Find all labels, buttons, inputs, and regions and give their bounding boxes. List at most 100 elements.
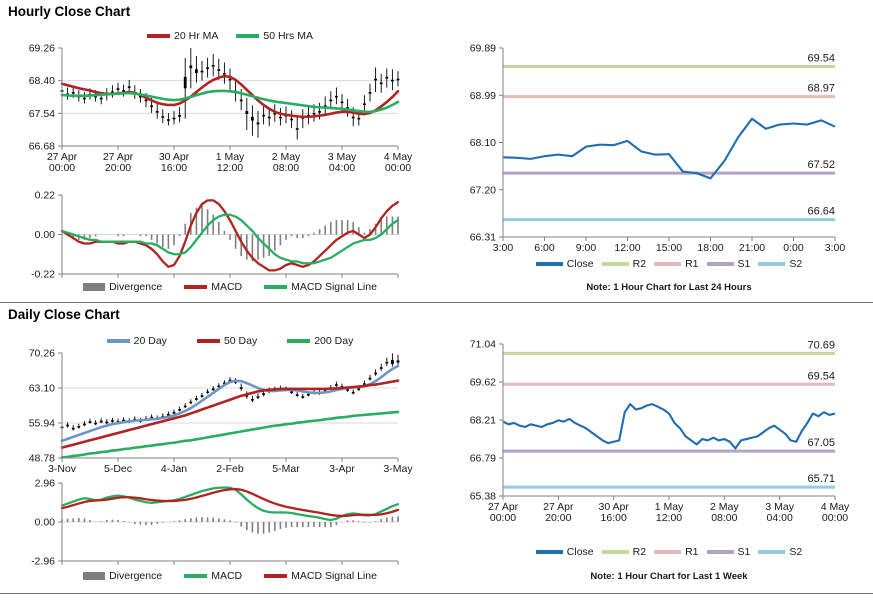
legend-swatch-50-day [196, 339, 220, 343]
candle-body [391, 79, 394, 82]
close-line [502, 117, 836, 180]
x-tick-label: 5-Dec [104, 463, 132, 475]
x-tick-label: 1 May [655, 501, 684, 513]
candle-body [183, 76, 187, 89]
y-tick-label: 2.96 [35, 478, 56, 490]
legend-swatch-s2 [758, 262, 786, 266]
daily_price-plot: 70.26 63.10 55.94 48.783-Nov 5-Dec 4-Jan 2-Feb… [29, 348, 414, 476]
x-tick-label: 4 May [384, 151, 413, 163]
candle-body [223, 73, 226, 75]
legend-item-s2: S2 [758, 546, 802, 558]
candle-body [256, 122, 260, 125]
legend-item-50-hrs-ma: 50 Hrs MA [236, 30, 313, 42]
legend-label: S2 [789, 546, 803, 558]
x-tick-label: 4 May [821, 501, 850, 513]
x-tick-label: 08:00 [273, 162, 299, 174]
x-tick-label: 00:00 [822, 512, 848, 524]
x-tick-label: 16:00 [161, 162, 187, 174]
candle-body [374, 78, 377, 81]
legend-swatch-20-day [106, 339, 130, 343]
y-tick-label: 67.54 [29, 108, 55, 120]
x-tick-label: 15:00 [656, 242, 682, 254]
macd-signal-line-line [60, 213, 400, 265]
legend-swatch-r1 [654, 550, 682, 554]
daily_price-legend: 20 Day 50 Day 200 Day [62, 335, 398, 347]
x-tick-label: 9:00 [576, 242, 597, 254]
legend-label: MACD Signal Line [291, 281, 377, 293]
legend-item-s2: S2 [758, 258, 802, 270]
legend-label: R2 [632, 546, 647, 558]
legend-swatch-s2 [758, 550, 786, 554]
legend-swatch-divergence [83, 572, 106, 580]
candle-body [379, 367, 383, 369]
candle-body [223, 382, 226, 385]
legend-item-macd: MACD [184, 570, 242, 582]
candle-body [88, 421, 92, 423]
candle-body [139, 95, 142, 98]
candle-body [391, 359, 394, 365]
legend-item-divergence: Divergence [83, 281, 162, 293]
candle-body [66, 424, 69, 427]
candle-body [290, 118, 293, 121]
candle-body [206, 67, 209, 69]
x-tick-label: 4-Jan [161, 463, 187, 475]
x-tick-label: 3 May [328, 151, 357, 163]
x-tick-label: 00:00 [49, 162, 75, 174]
y-tick-label: 66.31 [470, 232, 496, 244]
candle-body [245, 111, 249, 114]
x-tick-label: 00:00 [385, 162, 411, 174]
y-tick-label: 69.62 [470, 377, 496, 389]
legend-swatch-macd-signal-line [264, 574, 288, 578]
y-tick-label: 66.79 [470, 453, 496, 465]
legend-item-divergence: Divergence [83, 570, 162, 582]
50-hrs-ma-line [60, 89, 400, 114]
candle-body [111, 91, 114, 94]
legend-item-200-day: 200 Day [287, 335, 353, 347]
candle-body [217, 69, 221, 71]
legend-item-r2: R2 [601, 258, 647, 270]
candle-body [346, 107, 349, 109]
legend-item-macd-signal-line: MACD Signal Line [264, 570, 377, 582]
legend-swatch-close [535, 262, 563, 266]
candle-body [396, 78, 400, 81]
legend-label: Close [566, 258, 594, 270]
candle-body [228, 379, 232, 382]
candle-body [122, 90, 125, 92]
daily-section-title: Daily Close Chart [8, 307, 120, 322]
legend-swatch-r1 [654, 262, 682, 266]
hourly-price-chart: 69.26 68.40 67.54 66.68 27 Apr 00:00 27 Apr 20:… [0, 24, 437, 186]
candle-body [357, 388, 361, 391]
candle-body [340, 101, 344, 104]
y-tick-label: 63.10 [29, 383, 55, 395]
legend-swatch-r2 [601, 262, 629, 266]
y-tick-label: 69.26 [29, 43, 55, 55]
macd-line [60, 199, 400, 272]
x-tick-label: 2-Feb [216, 463, 244, 475]
candle-body [335, 384, 338, 386]
candle-body [178, 114, 181, 117]
x-tick-label: 12:00 [217, 162, 243, 174]
candle-body [318, 111, 321, 113]
daily-price-chart: 70.26 63.10 55.94 48.78 3-Nov 5-Dec 4-Jan 2-Feb… [0, 326, 437, 476]
candle-body [357, 117, 361, 120]
y-tick-label: 67.20 [470, 184, 496, 196]
legend-label: MACD Signal Line [291, 570, 377, 582]
x-tick-label: 3:00 [825, 242, 846, 254]
daily-support-resistance-chart: 71.04 69.62 68.21 66.79 65.38 70.69 69.54 67.05… [437, 326, 873, 593]
y-tick-label: 0.00 [35, 517, 56, 529]
legend-item-r2: R2 [601, 546, 647, 558]
50-day-line [60, 379, 400, 449]
legend-item-20-hr-ma: 20 Hr MA [147, 30, 218, 42]
candle-body [329, 99, 333, 102]
candle-body [379, 82, 383, 85]
x-tick-label: 1 May [216, 151, 245, 163]
candle-body [301, 396, 305, 398]
x-tick-label: 0:00 [783, 242, 804, 254]
x-tick-label: 20:00 [105, 162, 131, 174]
candle-body [211, 65, 215, 67]
x-tick-label: 16:00 [601, 512, 627, 524]
legend-label: R2 [632, 258, 647, 270]
legend-swatch-200-day [287, 339, 311, 343]
